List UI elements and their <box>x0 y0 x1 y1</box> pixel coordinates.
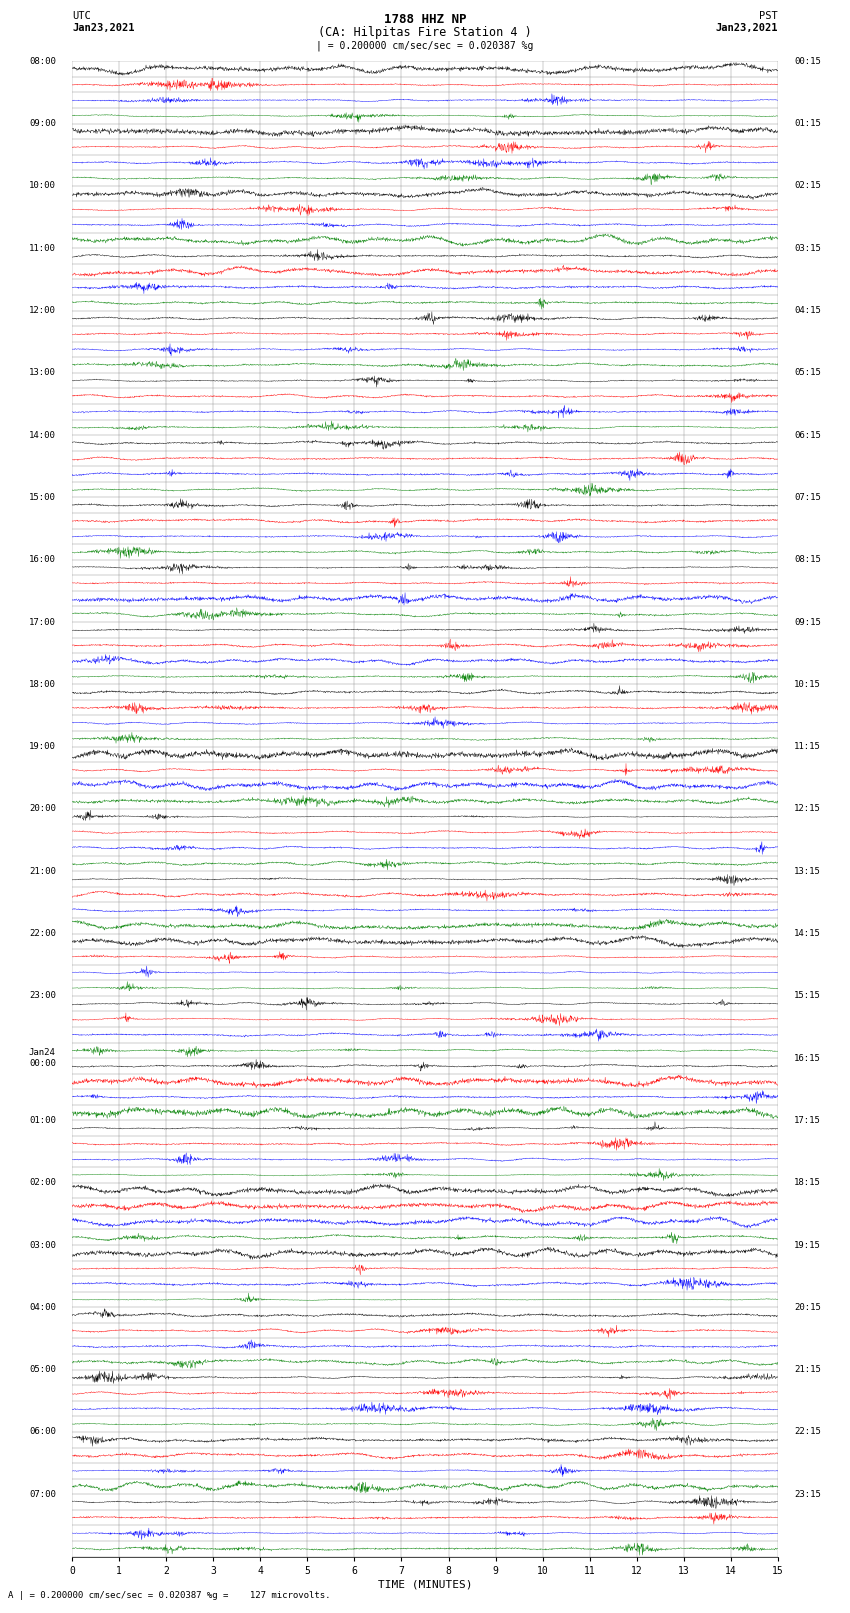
Text: 19:00: 19:00 <box>29 742 56 752</box>
Text: 06:15: 06:15 <box>794 431 821 440</box>
Text: 11:15: 11:15 <box>794 742 821 752</box>
Text: 04:00: 04:00 <box>29 1303 56 1311</box>
Text: 1788 HHZ NP: 1788 HHZ NP <box>383 13 467 26</box>
Text: 12:15: 12:15 <box>794 805 821 813</box>
Text: 20:00: 20:00 <box>29 805 56 813</box>
Text: 07:00: 07:00 <box>29 1490 56 1498</box>
Text: 14:15: 14:15 <box>794 929 821 939</box>
Text: | = 0.200000 cm/sec/sec = 0.020387 %g: | = 0.200000 cm/sec/sec = 0.020387 %g <box>316 40 534 52</box>
Text: 13:00: 13:00 <box>29 368 56 377</box>
Text: 19:15: 19:15 <box>794 1240 821 1250</box>
Text: 20:15: 20:15 <box>794 1303 821 1311</box>
Text: 04:15: 04:15 <box>794 306 821 315</box>
Text: 05:15: 05:15 <box>794 368 821 377</box>
Text: 08:15: 08:15 <box>794 555 821 565</box>
Text: 05:00: 05:00 <box>29 1365 56 1374</box>
Text: 17:00: 17:00 <box>29 618 56 626</box>
X-axis label: TIME (MINUTES): TIME (MINUTES) <box>377 1579 473 1590</box>
Text: 14:00: 14:00 <box>29 431 56 440</box>
Text: 18:00: 18:00 <box>29 679 56 689</box>
Text: 16:15: 16:15 <box>794 1053 821 1063</box>
Text: 10:15: 10:15 <box>794 679 821 689</box>
Text: 18:15: 18:15 <box>794 1177 821 1187</box>
Text: 03:00: 03:00 <box>29 1240 56 1250</box>
Text: 03:15: 03:15 <box>794 244 821 253</box>
Text: 23:15: 23:15 <box>794 1490 821 1498</box>
Text: 02:15: 02:15 <box>794 181 821 190</box>
Text: 06:00: 06:00 <box>29 1428 56 1437</box>
Text: Jan24
00:00: Jan24 00:00 <box>29 1048 56 1068</box>
Text: 15:00: 15:00 <box>29 494 56 502</box>
Text: 21:15: 21:15 <box>794 1365 821 1374</box>
Text: (CA: Hilpitas Fire Station 4 ): (CA: Hilpitas Fire Station 4 ) <box>318 26 532 39</box>
Text: A | = 0.200000 cm/sec/sec = 0.020387 %g =    127 microvolts.: A | = 0.200000 cm/sec/sec = 0.020387 %g … <box>8 1590 331 1600</box>
Text: 15:15: 15:15 <box>794 992 821 1000</box>
Text: Jan23,2021: Jan23,2021 <box>715 23 778 32</box>
Text: 23:00: 23:00 <box>29 992 56 1000</box>
Text: UTC: UTC <box>72 11 91 21</box>
Text: 22:00: 22:00 <box>29 929 56 939</box>
Text: 10:00: 10:00 <box>29 181 56 190</box>
Text: 22:15: 22:15 <box>794 1428 821 1437</box>
Text: 16:00: 16:00 <box>29 555 56 565</box>
Text: 02:00: 02:00 <box>29 1177 56 1187</box>
Text: PST: PST <box>759 11 778 21</box>
Text: 07:15: 07:15 <box>794 494 821 502</box>
Text: 09:00: 09:00 <box>29 119 56 127</box>
Text: 09:15: 09:15 <box>794 618 821 626</box>
Text: 12:00: 12:00 <box>29 306 56 315</box>
Text: 01:15: 01:15 <box>794 119 821 127</box>
Text: 21:00: 21:00 <box>29 866 56 876</box>
Text: 01:00: 01:00 <box>29 1116 56 1124</box>
Text: 13:15: 13:15 <box>794 866 821 876</box>
Text: 08:00: 08:00 <box>29 56 56 66</box>
Text: 00:15: 00:15 <box>794 56 821 66</box>
Text: 11:00: 11:00 <box>29 244 56 253</box>
Text: Jan23,2021: Jan23,2021 <box>72 23 135 32</box>
Text: 17:15: 17:15 <box>794 1116 821 1124</box>
